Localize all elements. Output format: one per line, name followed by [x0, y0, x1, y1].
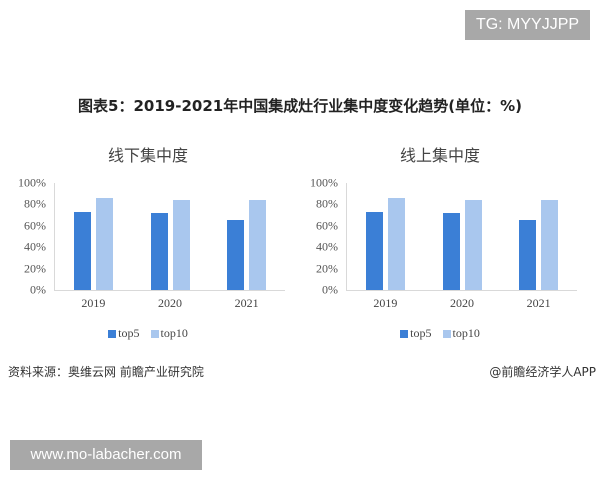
- legend-swatch-top10: [442, 330, 451, 339]
- y-tick-label: 0%: [30, 282, 46, 297]
- y-tick-label: 60%: [316, 218, 338, 233]
- legend-label: top10: [452, 326, 480, 340]
- y-tick-label: 20%: [316, 261, 338, 276]
- legend-item-top10: top10: [442, 326, 480, 341]
- x-tick-label: 2020: [450, 296, 474, 310]
- figure-title: 图表5：2019-2021年中国集成灶行业集中度变化趋势(单位：%): [78, 97, 522, 115]
- y-tick-label: 100%: [310, 175, 338, 190]
- bar-top5-2021: [227, 220, 245, 290]
- chart-title: 线下集中度: [107, 146, 188, 165]
- bar-top10-2019: [387, 197, 405, 290]
- bar-group-2020: [150, 183, 211, 290]
- plot-area: 2019 2020 2021: [346, 183, 579, 310]
- chart-legend: top5 top10: [8, 326, 288, 341]
- legend-item-top10: top10: [150, 326, 188, 341]
- tg-watermark-badge: TG: MYYJJPP: [465, 10, 590, 40]
- y-tick-label: 100%: [18, 175, 46, 190]
- y-tick-label: 40%: [24, 239, 46, 254]
- x-tick-label: 2021: [526, 296, 551, 310]
- legend-swatch-top5: [400, 330, 409, 339]
- y-tick-label: 60%: [24, 218, 46, 233]
- legend-item-top5: top5: [400, 326, 432, 341]
- online-concentration-chart: 线上集中度 0% 20% 40% 60% 80% 100% 2019 2020 2021 to…: [300, 140, 580, 340]
- y-tick-label: 20%: [24, 261, 46, 276]
- y-axis: 0% 20% 40% 60% 80% 100%: [300, 175, 338, 297]
- bar-group-2021: [227, 183, 287, 290]
- x-tick-label: 2020: [158, 296, 182, 310]
- bar-group-2020: [442, 183, 503, 290]
- bar-group-2021: [519, 183, 579, 290]
- legend-swatch-top5: [108, 330, 117, 339]
- legend-label: top5: [410, 326, 432, 340]
- y-axis: 0% 20% 40% 60% 80% 100%: [8, 175, 46, 297]
- chart-title: 线上集中度: [399, 146, 480, 165]
- bar-top10-2021: [249, 200, 267, 290]
- y-tick-label: 80%: [316, 196, 338, 211]
- bar-top10-2021: [541, 200, 559, 290]
- bar-top5-2019: [365, 211, 383, 290]
- credit-text: @前瞻经济学人APP: [489, 365, 596, 379]
- x-tick-label: 2021: [234, 296, 259, 310]
- data-source: 资料来源：奥维云网 前瞻产业研究院: [8, 365, 204, 379]
- plot-area: 2019 2020 2021: [54, 183, 287, 310]
- bar-top10-2019: [95, 197, 113, 290]
- y-tick-label: 40%: [316, 239, 338, 254]
- legend-label: top10: [160, 326, 188, 340]
- bar-group-2019: [73, 183, 134, 290]
- bar-top5-2019: [73, 211, 91, 290]
- bar-top5-2020: [150, 212, 168, 290]
- x-tick-label: 2019: [373, 296, 398, 310]
- chart-legend: top5 top10: [300, 326, 580, 341]
- y-tick-label: 0%: [322, 282, 338, 297]
- bar-group-2019: [365, 183, 426, 290]
- legend-item-top5: top5: [108, 326, 140, 341]
- legend-label: top5: [118, 326, 140, 340]
- bar-top10-2020: [464, 200, 482, 290]
- bar-top5-2021: [519, 220, 537, 290]
- bar-top5-2020: [442, 212, 460, 290]
- url-watermark-badge: www.mo-labacher.com: [10, 440, 202, 470]
- x-tick-label: 2019: [81, 296, 106, 310]
- legend-swatch-top10: [150, 330, 159, 339]
- offline-concentration-chart: 线下集中度 0% 20% 40% 60% 80% 100% 2019 2020 2021 to…: [8, 140, 288, 340]
- y-tick-label: 80%: [24, 196, 46, 211]
- bar-top10-2020: [172, 200, 190, 290]
